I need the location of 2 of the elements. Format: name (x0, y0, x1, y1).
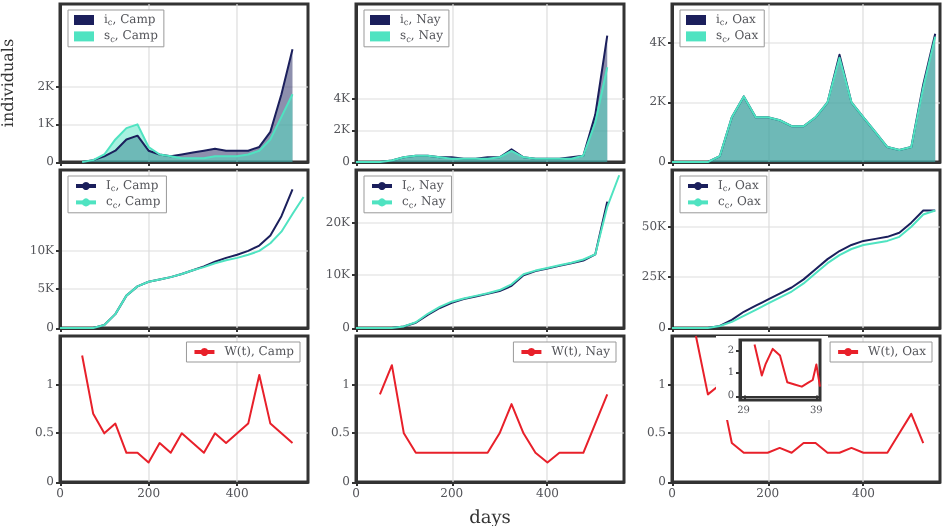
y-axis-title: individuals (0, 38, 17, 128)
x-axis-title: days (469, 508, 512, 526)
